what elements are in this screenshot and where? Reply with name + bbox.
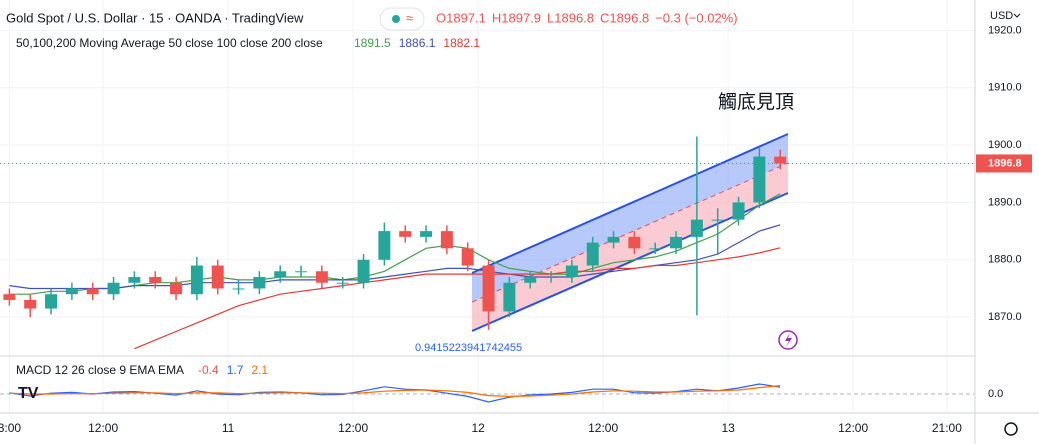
candle-body [149, 277, 162, 283]
candle-body [128, 277, 141, 283]
ohlc-value: C1896.8 [600, 10, 649, 25]
macd-legend: -0.4 1.7 2.1 [198, 363, 268, 377]
x-tick-label: 12:00 [588, 421, 618, 435]
candle-body [753, 156, 766, 203]
candle-body [336, 282, 349, 284]
logo: TV [18, 385, 39, 402]
candle-body [649, 248, 662, 250]
y-tick-label: 1910.0 [988, 82, 1022, 94]
last-price-box [976, 154, 1032, 173]
candle-body [86, 288, 99, 295]
channel-upper [472, 134, 788, 302]
macd-line [9, 383, 781, 403]
x-tick-label: 3:00 [0, 421, 21, 435]
ma-legend: 1891.5 1886.1 1882.1 [354, 36, 480, 50]
candle-body [607, 236, 620, 243]
status-dot [392, 15, 400, 23]
candle-body [170, 282, 183, 295]
settings-icon[interactable] [1004, 422, 1018, 436]
candle-body [45, 294, 58, 309]
last-price-label: 1896.8 [988, 157, 1022, 169]
candle-body [545, 277, 558, 279]
candle-body [628, 236, 641, 249]
currency-caret [1013, 13, 1021, 18]
ohlc-value: O1897.1 [436, 10, 486, 25]
candle-body [378, 231, 391, 260]
candle-body [24, 299, 37, 309]
annotation: 觸底見頂 [718, 91, 794, 113]
candle-body [690, 219, 703, 237]
ohlc-legend: O1897.1 H1897.9 L1896.8 C1896.8 −0.3 (−0.02%… [436, 10, 738, 25]
macd-value: 1.7 [227, 363, 244, 377]
candle-body [399, 231, 412, 237]
candle-body [461, 248, 474, 266]
candle-body [357, 259, 370, 283]
ma-value: 1886.1 [399, 36, 436, 50]
annotation: 0.9415223941742455 [415, 342, 522, 354]
event-icon-bolt [785, 333, 792, 347]
candle-body [565, 265, 578, 278]
candle-body [524, 277, 537, 283]
status-pill[interactable] [379, 7, 425, 31]
y-tick-label: 1920.0 [988, 24, 1022, 36]
candle-body [65, 288, 78, 295]
ohlc-value: L1896.8 [547, 10, 594, 25]
currency[interactable]: USD [990, 10, 1013, 22]
candle-body [274, 271, 287, 278]
x-tick-label: 12 [471, 421, 485, 435]
symbol-title: Gold Spot / U.S. Dollar · 15 · OANDA · T… [6, 10, 304, 25]
channel-line [471, 133, 789, 274]
y-tick-label: 1870.0 [988, 311, 1022, 323]
candle-body [295, 271, 308, 273]
ohlc-value: H1897.9 [492, 10, 541, 25]
macd-hist-value: -0.4 [198, 363, 219, 377]
candle-body [732, 202, 745, 220]
y-tick-label: 0.0 [988, 388, 1003, 400]
y-tick-label: 1900.0 [988, 139, 1022, 151]
ma-value: 1882.1 [443, 36, 480, 50]
candle-body [774, 156, 787, 164]
macd-line [9, 385, 781, 398]
x-tick-label: 21:00 [932, 421, 962, 435]
y-tick-label: 1880.0 [988, 254, 1022, 266]
candle-body [586, 242, 599, 266]
candle-body [3, 294, 16, 300]
candle-body [482, 265, 495, 312]
candle-body [711, 219, 724, 221]
candle-body [232, 288, 245, 290]
x-tick-label: 12:00 [838, 421, 868, 435]
moving-average [134, 247, 781, 350]
candle-body [253, 277, 266, 289]
candle-body [315, 271, 328, 283]
candle-body [670, 236, 683, 249]
x-tick-label: 13 [721, 421, 735, 435]
x-tick-label: 12:00 [88, 421, 118, 435]
overlay-title: 50,100,200 Moving Average 50 close 100 c… [16, 36, 323, 50]
candle-body [440, 231, 453, 249]
macd-title: MACD 12 26 close 9 EMA EMA [16, 363, 184, 377]
ohlc-value: −0.3 (−0.02%) [655, 10, 737, 25]
candle-body [190, 265, 203, 295]
macd-value: 2.1 [251, 363, 268, 377]
candle-body [503, 282, 516, 312]
y-tick-label: 1890.0 [988, 196, 1022, 208]
candle-body [211, 265, 224, 289]
status-icon: ≈ [406, 10, 413, 25]
candle-body [107, 282, 120, 295]
ma-value: 1891.5 [354, 36, 391, 50]
candle-body [420, 231, 433, 237]
x-tick-label: 12:00 [338, 421, 368, 435]
x-tick-label: 11 [222, 421, 235, 435]
